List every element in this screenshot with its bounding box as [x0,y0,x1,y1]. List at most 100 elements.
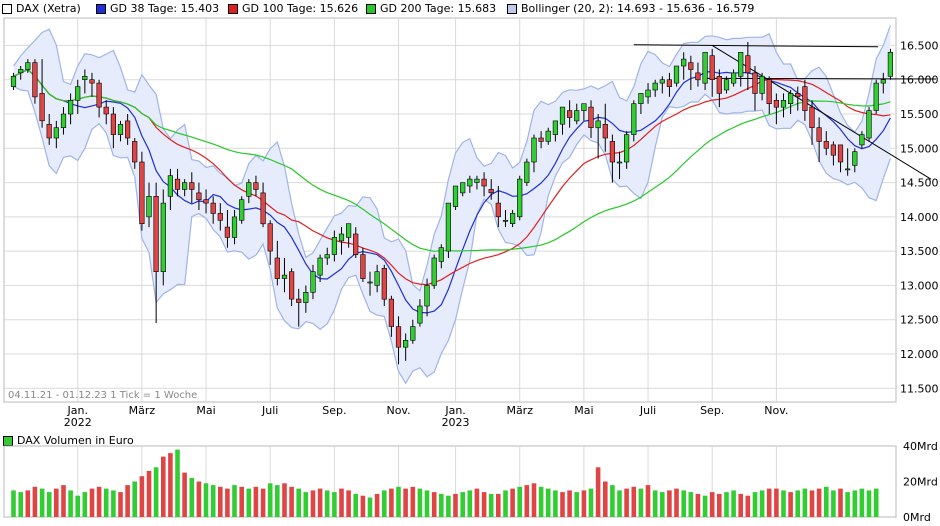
volume-bar [267,483,273,517]
candle-body [153,196,159,273]
x-tick-label: Sep. [322,404,346,417]
volume-bars [11,449,879,517]
volume-bar [588,488,594,517]
legend-label: GD 38 Tage: 15.403 [110,2,220,15]
candle-body [360,254,366,279]
legend-item-gd100: GD 100 Tage: 15.626 [228,2,358,15]
candle-body [288,271,295,300]
candle-body [388,298,395,327]
candle-body [738,51,744,77]
y-tick-label: 16.000 [900,74,939,87]
candle-body [146,196,152,218]
candle-body [25,62,31,70]
candle-body [688,62,694,70]
volume-bar [681,490,686,517]
volume-bar [496,493,501,517]
volume-bar [18,492,23,517]
volume-bar [845,492,850,517]
candle-body [581,103,587,111]
volume-bar [11,490,16,517]
candle-body [438,247,444,262]
bollinger-lower [13,86,891,385]
candle-body [18,69,24,74]
volume-bar [538,486,544,517]
volume-bar [125,485,130,517]
volume-bar [203,483,209,517]
candle-body [795,93,801,98]
candle-body [381,267,387,300]
candle-body [645,89,651,98]
y-tick-label: 16.500 [900,39,939,52]
volume-bar [595,467,601,517]
volume-bar [332,492,337,517]
candle-body [866,110,872,139]
volume-bar [253,486,259,517]
volume-bar [524,485,530,517]
legend-swatch [228,3,238,14]
volume-bar [724,492,729,517]
candle-body [652,82,658,91]
volume-bar [146,470,152,517]
volume-bar [317,488,323,517]
volume-bar [189,477,195,517]
volume-bar [196,481,202,517]
volume-bar [467,490,473,517]
candle-body [844,168,851,171]
volume-bar [68,490,73,517]
volume-bar [182,472,187,517]
gd38-line [13,68,891,314]
candle-body [609,141,615,163]
candle-body [46,124,52,139]
x-tick-label: Nov. [764,404,788,417]
candle-body [296,298,302,303]
volume-bar [474,488,480,517]
candle-body [345,223,352,238]
volume-bar [660,492,665,517]
volume-bar [560,492,565,517]
x-tick-year: 2023 [442,416,470,429]
volume-bar [82,492,88,517]
x-tick-label: Jan. [66,404,87,417]
candle-body [595,120,601,129]
candle-body [481,178,487,187]
gd200-line [13,68,891,252]
candle-body [566,110,573,118]
volume-bar [139,476,145,517]
volume-bar [645,485,651,517]
candle-body [752,72,758,94]
candle-body [303,291,309,303]
volume-bar [275,485,280,517]
volume-bar [46,492,52,517]
volume-bar [553,490,558,517]
candle-body [246,182,252,197]
volume-bar [795,490,800,517]
volume-bar [802,488,808,517]
candle-body [631,103,637,135]
bollinger-band [13,25,891,385]
candle-body [402,339,409,348]
candle-body [823,141,829,149]
candle-body [445,202,452,252]
volume-bar [488,493,494,517]
volume-bar [838,488,843,517]
volume-bar [168,453,173,517]
volume-bar [153,467,159,517]
candle-body [488,189,494,194]
volume-bar [61,485,66,517]
candle-body [32,62,38,98]
x-tick-label: Mai [196,404,215,417]
volume-bar [709,492,715,517]
candle-body [702,51,708,84]
volume-bar [545,488,551,517]
candle-body [224,226,231,238]
moving-averages [13,68,891,314]
candle-body [588,106,594,128]
candle-body [552,120,558,135]
volume-bar [282,483,287,517]
candle-body [666,79,672,87]
candle-body [759,76,765,94]
candle-body [467,178,473,187]
volume-bar [374,493,380,517]
volume-bar [218,486,223,517]
candle-body [452,185,459,207]
